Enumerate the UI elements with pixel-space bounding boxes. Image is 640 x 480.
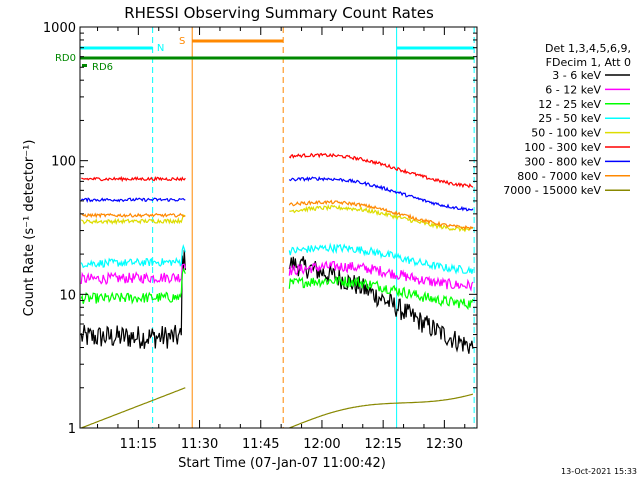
x-tick-label: 11:15 [120,437,157,452]
y-tick-label: 1 [68,422,76,437]
y-tick-label: 1000 [43,21,76,36]
series-line-50-100-kev [80,214,186,226]
flag-label-rd0: RD0 [55,53,76,64]
legend: Det 1,3,4,5,6,9, FDecim 1, Att 0 3 - 6 k… [503,42,631,197]
series-line-50-100-kev [289,203,474,233]
y-tick-label: 100 [51,155,76,170]
legend-entry-label: 12 - 25 keV [538,98,601,111]
y-tick-label: 10 [59,288,76,303]
series-line-3-6-kev [288,256,474,354]
series-line-25-50-kev [80,244,186,269]
legend-entry-label: 25 - 50 keV [538,112,601,125]
flag-label-s: S [179,36,185,47]
chart-title: RHESSI Observing Summary Count Rates [124,4,434,22]
legend-entry-label: 6 - 12 keV [545,83,601,96]
series-line-12-25-kev [288,276,474,311]
x-tick-label: 11:30 [181,437,218,452]
flag-label-n: N [157,43,164,54]
series-line-7000-15000-kev [289,393,474,429]
series-line-7000-15000-kev [80,387,186,429]
series-line-6-12-kev [288,260,474,292]
series-line-800-7000-kev [288,199,474,231]
legend-header-line-1: Det 1,3,4,5,6,9, [545,42,631,55]
series-line-300-800-kev [288,176,474,212]
series-line-300-800-kev [80,197,186,203]
series-line-800-7000-kev [80,212,186,219]
series-line-12-25-kev [80,267,186,305]
x-axis-label: Start Time (07-Jan-07 11:00:42) [178,456,386,471]
series-line-25-50-kev [288,242,474,275]
x-tick-label: 11:45 [242,437,279,452]
series-layer [80,152,474,429]
series-line-100-300-kev [81,175,186,183]
plot-frame [79,26,478,429]
legend-entry-label: 800 - 7000 keV [517,170,601,183]
x-tick-label: 12:15 [364,437,401,452]
series-line-6-12-kev [80,263,186,286]
legend-entry-label: 50 - 100 keV [531,127,601,140]
flag-marker-rd6 [82,64,87,67]
legend-entry-label: 3 - 6 keV [552,69,601,82]
y-axis-label: Count Rate (s⁻¹ detector⁻¹) [22,140,37,317]
series-line-3-6-kev [80,249,186,349]
footer-timestamp: 13-Oct-2021 15:33 [561,467,637,476]
flag-label-rd6: RD6 [92,62,113,73]
x-tick-label: 12:30 [426,437,463,452]
series-line-100-300-kev [288,152,474,189]
annotation-layer: N S RD0 RD6 [55,27,475,428]
x-tick-label: 12:00 [303,437,340,452]
y-axis: 1 10 100 1000 [43,21,477,437]
legend-entry-label: 300 - 800 keV [524,155,601,168]
legend-header-line-2: FDecim 1, Att 0 [546,56,631,69]
x-axis: 11:15 11:30 11:45 12:00 12:15 12:30 [97,27,466,452]
legend-entry-label: 100 - 300 keV [524,141,601,154]
legend-entry-label: 7000 - 15000 keV [503,184,601,197]
